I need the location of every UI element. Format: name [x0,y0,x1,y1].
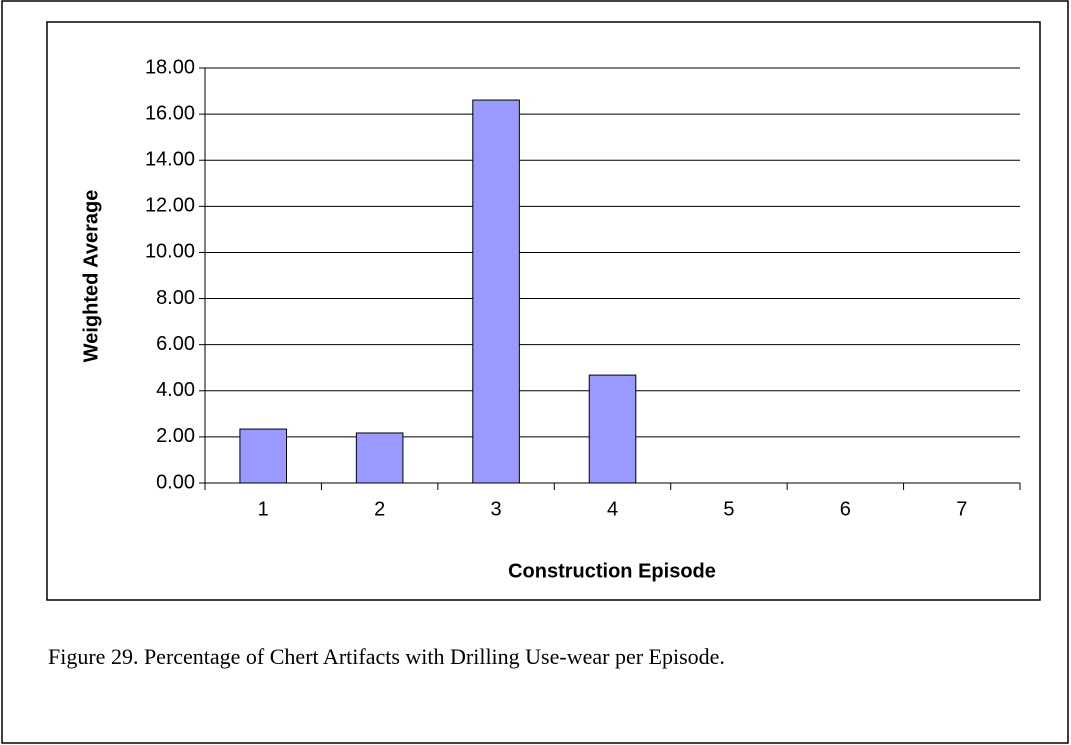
x-tick-label: 3 [491,498,502,520]
bar [588,374,637,484]
x-tick-label: 6 [840,498,851,520]
y-tick-label: 4.00 [156,379,195,401]
x-tick-label: 7 [956,498,967,520]
y-tick-label: 8.00 [156,287,195,309]
y-tick-label: 16.00 [145,102,195,124]
bar [239,428,288,484]
y-tick-label: 12.00 [145,195,195,217]
y-tick-label: 0.00 [156,471,195,493]
x-tick-label: 1 [258,498,269,520]
y-tick-label: 2.00 [156,425,195,447]
x-tick-label: 5 [723,498,734,520]
x-axis-label: Construction Episode [508,560,716,582]
x-tick-label: 2 [374,498,385,520]
y-tick-label: 6.00 [156,333,195,355]
x-tick-label: 4 [607,498,618,520]
y-tick-label: 18.00 [145,56,195,78]
bar [472,99,520,484]
y-tick-label: 10.00 [145,241,195,263]
y-axis-label: Weighted Average [80,190,102,363]
y-tick-label: 14.00 [145,149,195,171]
chart-border [46,21,1041,601]
caption: Figure 29. Percentage of Chert Artifacts… [48,644,725,669]
bar [355,432,404,484]
